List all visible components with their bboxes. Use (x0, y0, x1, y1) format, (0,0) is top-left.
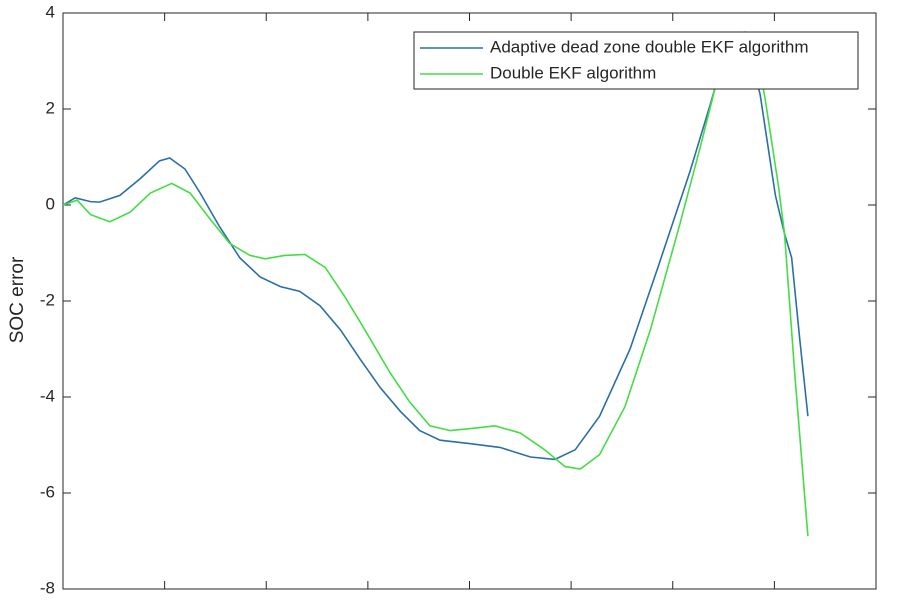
y-tick-label: 0 (46, 194, 55, 213)
legend-label: Double EKF algorithm (490, 63, 656, 82)
legend-label: Adaptive dead zone double EKF algorithm (490, 37, 808, 56)
y-tick-label: -6 (40, 482, 55, 501)
plot-frame (62, 12, 877, 590)
legend-box (413, 31, 859, 90)
y-tick-label: -8 (40, 578, 55, 597)
y-tick-label: -2 (40, 290, 55, 309)
y-tick-label: -4 (40, 386, 55, 405)
y-tick-label: 4 (46, 2, 55, 21)
y-tick-label: 2 (46, 98, 55, 117)
y-axis-label: SOC error (7, 256, 28, 343)
